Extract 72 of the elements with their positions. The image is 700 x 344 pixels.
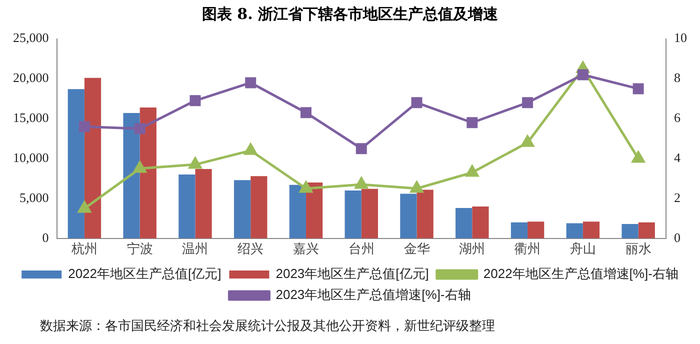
x-tick-label: 杭州 (70, 240, 98, 256)
bar (456, 208, 472, 238)
bar (622, 224, 638, 238)
bar (416, 190, 434, 238)
source-note: 数据来源：各市国民经济和社会发展统计公报及其他公开资料，新世纪评级整理 (39, 318, 496, 336)
y-tick-label: 25,000 (13, 30, 49, 46)
y-tick-label: 10,000 (13, 150, 49, 165)
y2-tick-label: 6 (674, 110, 681, 126)
bar (344, 190, 362, 238)
bar (289, 184, 306, 238)
bar (234, 180, 251, 238)
x-tick-label: 舟山 (570, 240, 596, 256)
point (411, 97, 422, 108)
bar (528, 222, 544, 238)
point (466, 117, 478, 128)
point (134, 123, 146, 134)
point (521, 135, 534, 147)
bar (68, 89, 84, 238)
point (188, 157, 202, 169)
legend-label: 2022年地区生产总值增速[%]-右轴 (483, 266, 678, 282)
bar (140, 107, 156, 238)
y2-tick-label: 10 (674, 30, 687, 46)
bar (472, 206, 489, 238)
point (466, 165, 479, 177)
point (577, 69, 588, 80)
bar (566, 223, 583, 238)
point (522, 97, 534, 108)
point (632, 151, 645, 163)
point (78, 201, 91, 213)
y2-tick-label: 8 (674, 70, 680, 86)
x-tick-label: 台州 (348, 240, 374, 256)
bar (84, 78, 102, 238)
point (410, 181, 424, 193)
point (133, 161, 146, 173)
bar (250, 176, 268, 238)
chart-title: 图表 8. 浙江省下辖各市地区生产总值及增速 (200, 4, 500, 25)
point (356, 143, 367, 154)
y2-tick-label: 4 (674, 150, 681, 165)
bar (400, 194, 417, 238)
bar (361, 188, 378, 238)
legend-label: 2022年地区生产总值[亿元] (68, 266, 222, 282)
y2-tick-label: 0 (674, 230, 680, 245)
bar (178, 174, 196, 238)
x-tick-label: 衢州 (514, 240, 541, 256)
x-tick-label: 金华 (404, 240, 430, 256)
point (244, 143, 258, 155)
point (300, 181, 312, 193)
x-tick-label: 湖州 (459, 240, 486, 256)
bar (195, 168, 212, 238)
x-tick-label: 丽水 (625, 240, 652, 256)
bar (582, 222, 600, 238)
point (354, 177, 368, 189)
y2-tick-label: 2 (674, 190, 680, 205)
legend-label: 2023年地区生产总值增速[%]-右轴 (276, 287, 471, 302)
bar (638, 222, 655, 238)
bar (510, 222, 528, 238)
x-tick-label: 绍兴 (238, 240, 264, 256)
bar (306, 182, 323, 238)
bar (123, 113, 140, 238)
point (78, 121, 90, 132)
y-tick-label: 20,000 (13, 70, 49, 86)
x-tick-label: 温州 (182, 240, 208, 256)
x-tick-label: 宁波 (126, 240, 153, 256)
y-tick-label: 0 (42, 230, 49, 245)
point (245, 77, 256, 88)
point (190, 95, 201, 106)
point (632, 83, 644, 94)
legend-label: 2023年地区生产总值[亿元] (276, 266, 429, 282)
point (300, 107, 312, 118)
y-tick-label: 15,000 (13, 110, 49, 126)
y-tick-label: 5,000 (20, 190, 49, 205)
x-tick-label: 嘉兴 (292, 240, 319, 256)
